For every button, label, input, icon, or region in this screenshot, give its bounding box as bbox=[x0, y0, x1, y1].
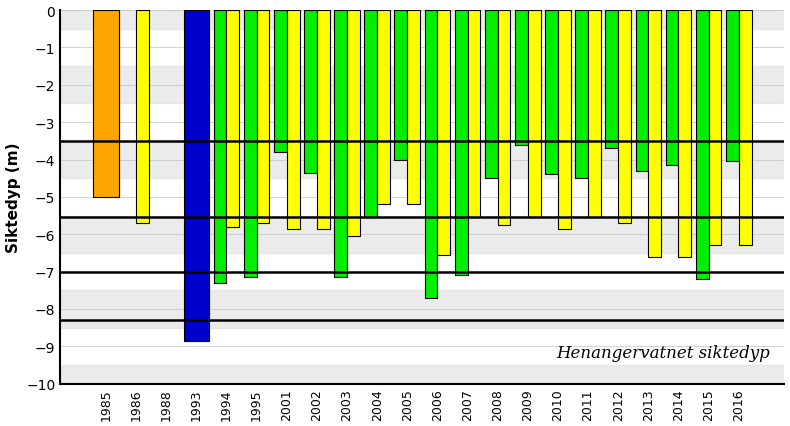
Bar bbox=[666, 11, 679, 166]
Bar bbox=[726, 11, 739, 162]
Bar bbox=[709, 11, 721, 246]
Bar bbox=[394, 11, 408, 160]
Bar bbox=[317, 11, 329, 229]
Bar bbox=[60, 0, 784, 30]
Bar bbox=[679, 11, 691, 257]
Bar bbox=[136, 11, 149, 224]
Bar bbox=[558, 11, 570, 229]
Bar bbox=[498, 11, 510, 225]
Bar bbox=[635, 11, 649, 171]
Bar bbox=[438, 11, 450, 255]
Bar bbox=[334, 11, 347, 278]
Bar bbox=[60, 67, 784, 104]
Bar bbox=[575, 11, 588, 179]
Bar bbox=[696, 11, 709, 279]
Bar bbox=[515, 11, 528, 145]
Bar bbox=[528, 11, 540, 218]
Bar bbox=[649, 11, 661, 257]
Bar bbox=[106, 11, 118, 197]
Bar bbox=[257, 11, 269, 224]
Bar bbox=[424, 11, 438, 298]
Bar bbox=[287, 11, 299, 229]
Bar bbox=[304, 11, 317, 173]
Bar bbox=[455, 11, 468, 276]
Bar bbox=[60, 365, 784, 403]
Bar bbox=[377, 11, 390, 205]
Bar bbox=[739, 11, 751, 246]
Bar bbox=[60, 291, 784, 328]
Text: Henangervatnet siktedyp: Henangervatnet siktedyp bbox=[556, 345, 770, 361]
Bar bbox=[364, 11, 377, 218]
Bar bbox=[213, 11, 227, 283]
Bar bbox=[408, 11, 420, 205]
Bar bbox=[227, 11, 239, 227]
Bar bbox=[347, 11, 359, 236]
Bar bbox=[244, 11, 257, 278]
Bar bbox=[619, 11, 631, 224]
Bar bbox=[485, 11, 498, 179]
Bar bbox=[605, 11, 619, 149]
Y-axis label: Siktedyp (m): Siktedyp (m) bbox=[6, 142, 21, 253]
Bar bbox=[60, 216, 784, 253]
Bar bbox=[60, 141, 784, 179]
Bar bbox=[93, 11, 118, 197]
Bar bbox=[545, 11, 558, 175]
Bar bbox=[183, 11, 209, 341]
Bar bbox=[468, 11, 480, 218]
Bar bbox=[274, 11, 287, 153]
Bar bbox=[588, 11, 601, 218]
